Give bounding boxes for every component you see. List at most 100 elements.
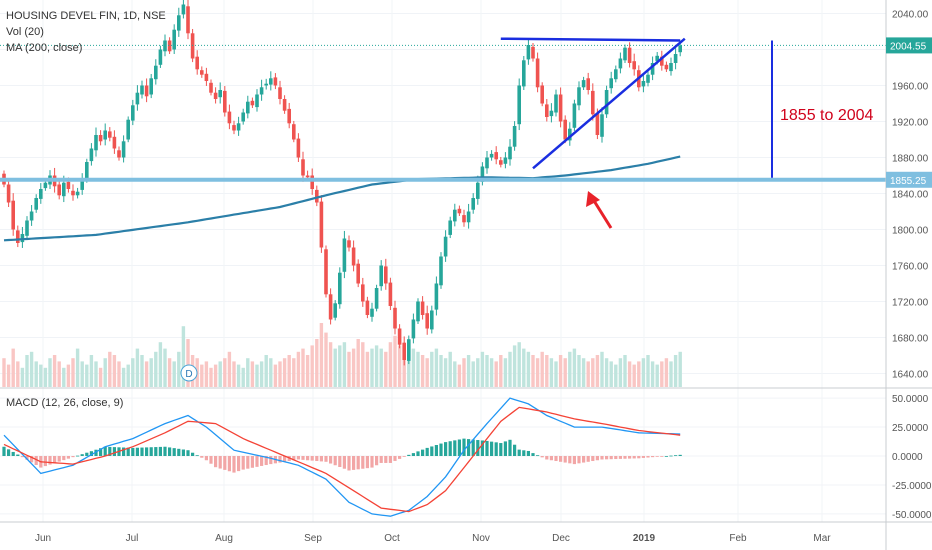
volume-bar [457,364,462,387]
macd-histogram-bar [163,446,167,456]
volume-bar [264,355,268,387]
candle-body [485,157,489,169]
signal-line [3,406,681,513]
support-level-label: 1855.25 [890,176,927,187]
candle-body [678,45,682,53]
macd-histogram-bar [255,456,259,467]
volume-bar [448,351,452,387]
volume-bar [296,351,301,387]
symbol-legend[interactable]: HOUSING DEVEL FIN, 1D, NSE [6,10,166,22]
volume-bar [485,355,489,387]
candle-body [351,247,356,266]
macd-line [3,397,681,517]
macd-histogram-bar [269,456,273,465]
candle-body [43,182,48,189]
macd-histogram-bar [319,456,323,462]
candle-body [614,69,618,80]
volume-bar [186,339,190,387]
candle-body [420,301,425,315]
macd-histogram-bar [494,442,498,456]
macd-histogram-bar [329,456,333,464]
macd-histogram-bar [278,456,282,463]
volume-bar [52,355,57,387]
volume-bar [315,339,319,387]
red-arrow-head [586,191,600,207]
macd-histogram-bar [526,450,530,456]
macd-histogram-bar [421,449,425,456]
support-level-box [886,171,932,188]
price-tick-label: 1680.00 [892,334,929,345]
volume-bar [586,361,590,387]
macd-histogram-bar [480,440,484,456]
volume-bar [535,358,540,387]
candle-body [453,209,457,222]
price-tick-label: 1760.00 [892,262,929,273]
macd-histogram-bar [140,447,144,456]
macd-histogram-bar [678,454,682,456]
price-tick-label: 1880.00 [892,154,929,165]
volume-bar [163,348,167,387]
price-tick-label: 1840.00 [892,190,929,201]
candle-body [646,74,650,83]
candle-body [89,148,94,162]
candle-body [540,85,544,104]
candle-body [338,272,342,305]
ma-legend[interactable]: MA (200, close) [6,42,83,54]
volume-bar [39,364,43,387]
volume-bar [420,355,425,387]
price-tick-label: 2040.00 [892,10,929,21]
macd-histogram-bar [131,447,135,456]
candle-body [213,92,218,99]
candle-body [209,82,213,93]
candle-body [618,58,623,69]
macd-histogram-bar [338,456,342,467]
time-tick-label: Oct [384,533,400,544]
candle-body [462,215,466,223]
macd-panel [2,397,682,517]
macd-histogram-bar [582,456,586,463]
macd-histogram-bar [393,456,397,461]
candle-body [204,73,209,81]
volume-bar [384,351,388,387]
volume-bar [126,364,130,387]
candle-body [503,157,508,164]
volume-bar [614,364,618,387]
candle-body [549,110,554,117]
volume-bar [259,361,264,387]
volume-bar [301,348,305,387]
candle-body [476,182,480,199]
macd-histogram-bar [89,451,93,456]
candle-body [522,60,526,87]
volume-bar [641,358,646,387]
candle-body [223,90,227,113]
volume-bar [577,355,581,387]
macd-histogram-bar [347,456,351,471]
candle-body [94,135,98,151]
volume-bar [439,355,443,387]
candle-body [655,55,659,62]
macd-histogram-bar [370,456,374,468]
candle-body [517,85,521,125]
macd-histogram-bar [646,456,650,458]
volume-bar [646,355,650,387]
volume-bar [282,358,287,387]
volume-bar [287,355,291,387]
price-tick-label: 1720.00 [892,298,929,309]
candle-body [282,99,287,111]
candle-body [315,189,319,203]
volume-bar [121,367,126,387]
candle-body [177,15,181,31]
volume-bar [103,358,107,387]
macd-legend[interactable]: MACD (12, 26, close, 9) [6,397,124,409]
volume-bar [177,351,181,387]
macd-histogram-bar [53,456,57,464]
macd-histogram-bar [352,456,356,470]
macd-histogram-bar [108,446,112,456]
macd-histogram-bar [126,447,130,456]
candle-body [186,6,190,34]
volume-legend[interactable]: Vol (20) [6,26,44,38]
candle-body [227,111,232,124]
volume-bar [117,361,121,387]
macd-histogram-bar [522,450,526,456]
